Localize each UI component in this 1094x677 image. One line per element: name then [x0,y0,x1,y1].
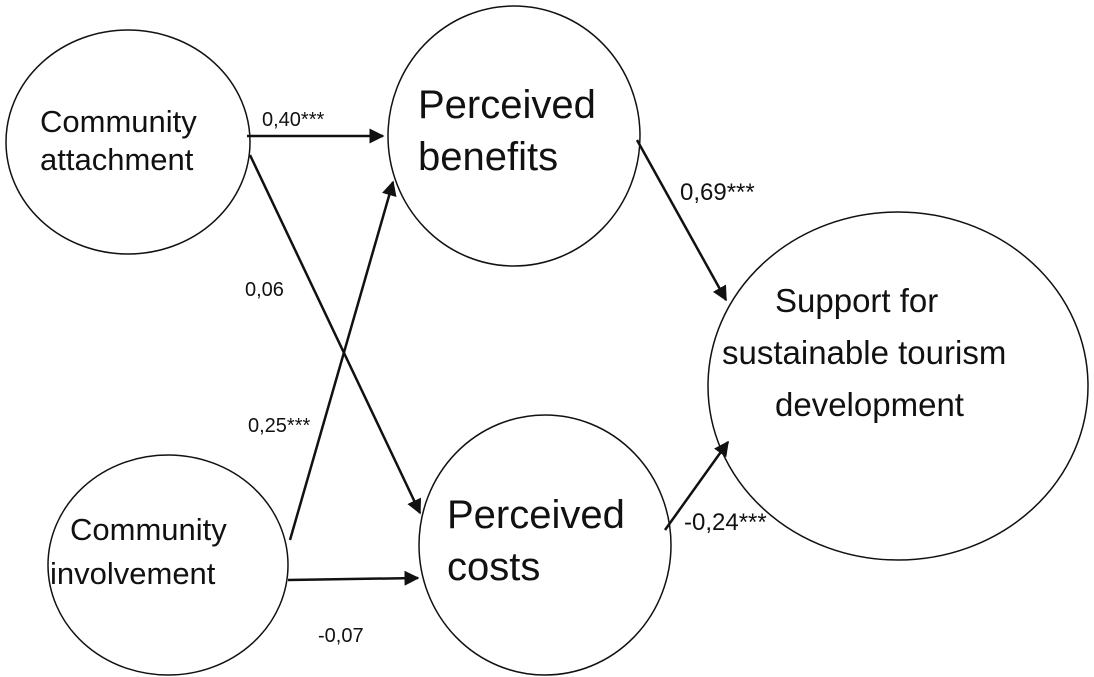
edge-arrow [663,440,730,531]
node-label: Community [70,512,227,547]
node-label: involvement [50,556,216,591]
node-label: attachment [40,142,194,177]
node-label: sustainable tourism [722,334,1006,371]
edge-label: -0,24*** [684,509,767,536]
edge-label: 0,25*** [248,415,310,437]
node-label: Community [40,104,197,139]
node-label: Support for [775,282,938,319]
edge-label: 0,69*** [680,179,755,206]
node-ellipse [707,211,1089,561]
edge-arrow [288,180,397,541]
node-label: development [775,386,964,423]
edge-arrow [287,570,420,586]
node-ellipse [5,29,251,255]
edge-label: -0,07 [318,625,364,647]
node-ellipse [47,454,289,676]
node-label: Perceived [447,493,625,537]
node-label: benefits [418,135,558,179]
node-label: Perceived [418,83,596,127]
edge-arrow [248,154,422,515]
node-ellipse [418,414,672,676]
edge-arrow [635,139,728,302]
edge-label: 0,40*** [262,109,324,131]
edge-label: 0,06 [245,279,284,301]
node-label: costs [447,545,540,589]
node-ellipse [387,5,641,267]
